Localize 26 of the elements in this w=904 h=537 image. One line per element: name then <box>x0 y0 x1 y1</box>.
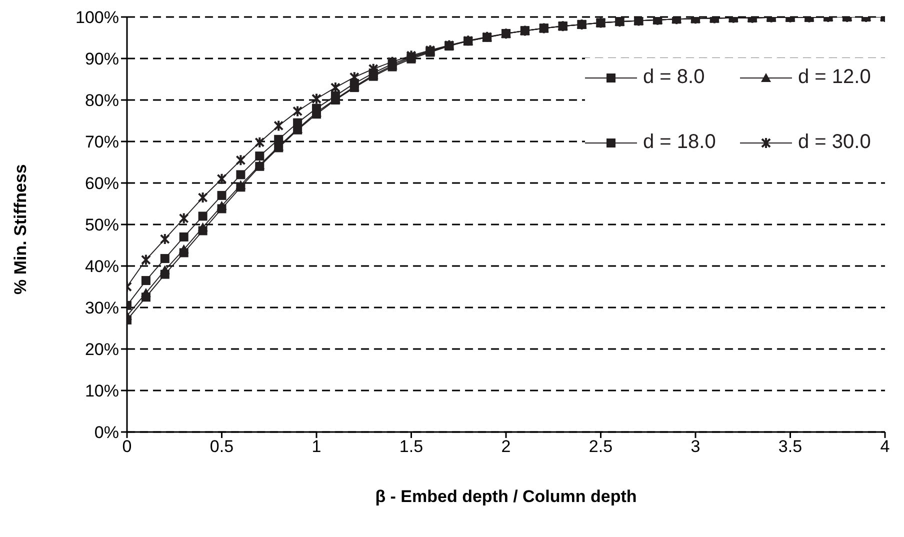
y-tick-label: 100% <box>76 8 119 28</box>
legend-label: d = 12.0 <box>798 66 871 89</box>
y-tick-label: 70% <box>84 132 119 152</box>
x-tick-label: 3 <box>690 437 700 456</box>
x-tick-label: 3.5 <box>778 437 802 456</box>
y-tick-label: 30% <box>84 298 119 318</box>
x-tick-label: 4 <box>880 437 890 456</box>
x-tick-label: 0 <box>122 437 132 456</box>
legend-label: d = 8.0 <box>643 66 705 89</box>
y-tick-label: 60% <box>84 174 119 194</box>
x-tick-label: 0.5 <box>210 437 234 456</box>
x-axis-title: β - Embed depth / Column depth <box>375 487 637 506</box>
y-tick-label: 80% <box>84 91 119 110</box>
y-axis-title: % Min. Stiffness <box>11 164 30 294</box>
y-tick-label: 90% <box>84 50 119 69</box>
y-tick-label: 40% <box>84 257 119 276</box>
x-tick-label: 2.5 <box>588 437 613 456</box>
legend-label: d = 18.0 <box>643 131 716 154</box>
legend-label: d = 30.0 <box>798 131 871 154</box>
y-tick-label: 0% <box>94 423 119 442</box>
x-tick-label: 2 <box>501 437 511 456</box>
y-tick-label: 20% <box>84 340 119 360</box>
y-tick-label: 50% <box>84 216 119 235</box>
x-tick-label: 1.5 <box>399 437 424 456</box>
x-tick-label: 1 <box>312 437 322 456</box>
y-tick-label: 10% <box>84 382 119 401</box>
